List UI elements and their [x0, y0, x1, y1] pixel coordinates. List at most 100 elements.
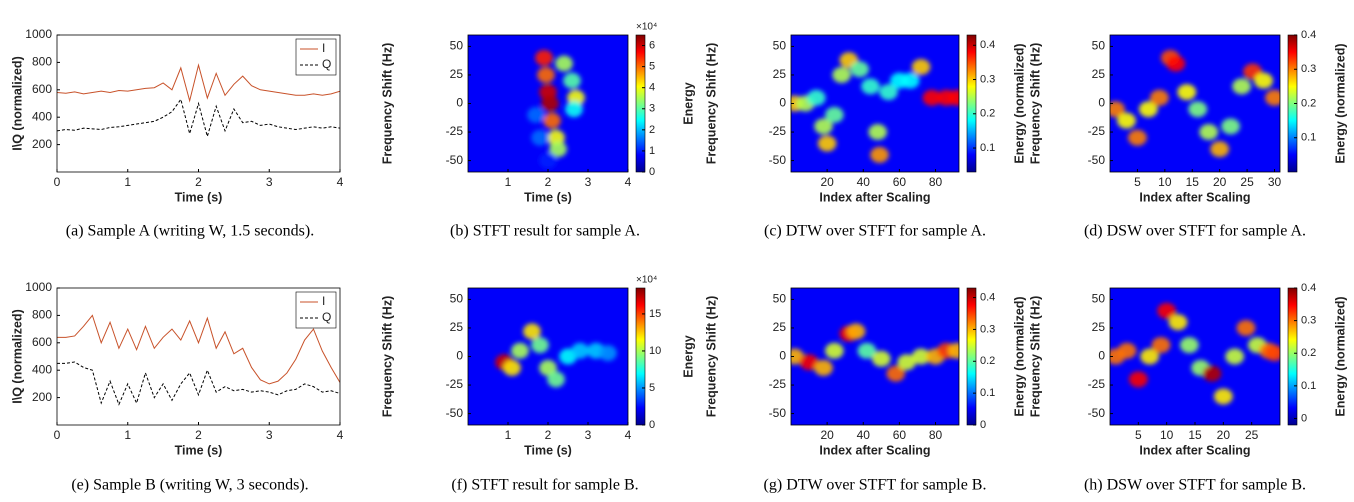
x-tick-label: 3 — [266, 428, 273, 442]
colorbar-tick-label: 0.4 — [1301, 29, 1316, 41]
colorbar — [1287, 287, 1298, 426]
x-tick-label: 4 — [625, 175, 632, 189]
colorbar-tick-label: 0.1 — [1301, 380, 1316, 392]
heatmap-cell — [825, 342, 844, 359]
series-line — [57, 63, 340, 103]
heatmap-cell — [814, 118, 833, 135]
y-tick-label: 0 — [1098, 96, 1105, 110]
colorbar-tick-label: 0 — [649, 166, 655, 178]
heatmap-cell — [539, 152, 557, 169]
colorbar — [966, 34, 977, 173]
y-tick-label: -50 — [769, 406, 787, 420]
heatmap-cell — [814, 359, 833, 376]
y-tick-label: 50 — [450, 292, 464, 306]
heatmap-cell — [1179, 337, 1199, 354]
colorbar-label: Energy (normalized) — [1012, 296, 1026, 416]
colorbar-label: Energy — [681, 335, 695, 377]
caption: (e) Sample B (writing W, 3 seconds). — [71, 477, 308, 494]
colorbar-tick-label: 0.3 — [980, 323, 995, 335]
colorbar-tick-label: 3 — [649, 103, 655, 115]
y-tick-label: 1000 — [25, 280, 52, 294]
y-tick-label: 25 — [773, 67, 787, 81]
heatmap-cells — [1110, 302, 1280, 405]
y-tick-label: 200 — [32, 137, 52, 151]
heatmap-cell — [1117, 342, 1137, 359]
heatmap-cell — [861, 78, 880, 95]
caption: (c) DTW over STFT for sample A. — [764, 223, 986, 240]
y-tick-label: -50 — [1088, 406, 1106, 420]
y-tick-label: -50 — [769, 153, 787, 167]
series-line — [57, 314, 340, 385]
heatmap-cell — [1168, 314, 1188, 331]
heatmap-cell — [531, 129, 549, 146]
colorbar-tick-label: 0.3 — [1301, 63, 1316, 75]
colorbar-tick-label: 0.1 — [980, 142, 995, 154]
x-tick-label: 25 — [1245, 428, 1259, 442]
heatmap-cell — [799, 354, 819, 371]
heatmap-cell — [850, 61, 869, 78]
x-axis-label: Time (s) — [524, 443, 572, 457]
y-tick-label: -25 — [1088, 377, 1106, 391]
heatmap-cell — [531, 337, 549, 354]
heatmap-cell — [1236, 319, 1256, 336]
heatmap-cell — [1188, 101, 1208, 118]
heatmap-cell — [1140, 348, 1160, 365]
x-tick-label: 3 — [585, 175, 592, 189]
x-tick-label: 3 — [585, 428, 592, 442]
x-axis-label: Index after Scaling — [1139, 190, 1250, 204]
heatmap-cell — [817, 135, 837, 152]
heatmap-cell — [565, 101, 583, 118]
heatmap-cell — [1213, 388, 1233, 405]
colorbar-tick-label: 2 — [649, 124, 655, 136]
y-tick-label: -50 — [446, 406, 464, 420]
colorbar-tick-label: 0.1 — [980, 387, 995, 399]
x-axis-label: Time (s) — [175, 190, 223, 204]
heatmap-cell — [1254, 72, 1273, 89]
colorbar-exponent: ×10⁴ — [636, 275, 657, 286]
heatmap-cell — [1138, 101, 1158, 118]
y-tick-label: 25 — [1092, 320, 1106, 334]
heatmap-cells — [527, 49, 585, 169]
colorbar-label: Energy (normalized) — [1333, 43, 1347, 163]
heatmap-cell — [1128, 371, 1148, 388]
y-axis-label: Frequency Shift (Hz) — [704, 43, 718, 165]
colorbar-tick-label: 0.3 — [1301, 315, 1316, 327]
heatmap-cell — [1117, 112, 1136, 129]
lines — [57, 63, 340, 139]
x-tick-label: 40 — [857, 428, 871, 442]
y-tick-label: 50 — [1092, 39, 1106, 53]
colorbar-tick-label: 5 — [649, 61, 655, 73]
x-tick-label: 15 — [1188, 428, 1202, 442]
heatmap-cell — [922, 89, 942, 106]
heatmap-cell — [947, 342, 959, 359]
heatmap-cell — [1151, 337, 1171, 354]
y-tick-label: 0 — [456, 96, 463, 110]
heatmap-background — [1110, 288, 1280, 425]
y-tick-label: 400 — [32, 109, 52, 123]
x-tick-label: 4 — [337, 428, 344, 442]
x-tick-label: 60 — [893, 428, 907, 442]
heatmap-cell — [870, 146, 889, 163]
y-axis-label: Frequency Shift (Hz) — [380, 296, 394, 418]
x-tick-label: 0 — [54, 175, 61, 189]
legend-box — [295, 38, 337, 76]
caption: (h) DSW over STFT for sample B. — [1084, 477, 1306, 494]
y-axis-label: I\Q (normalized) — [10, 56, 24, 150]
legend-label: I — [322, 294, 325, 308]
colorbar-tick-label: 0 — [1301, 412, 1307, 424]
x-tick-label: 40 — [857, 175, 871, 189]
y-tick-label: 25 — [1092, 67, 1106, 81]
heatmap-cell — [886, 365, 906, 382]
x-tick-label: 5 — [1135, 428, 1142, 442]
heatmap-cell — [1225, 348, 1245, 365]
y-tick-label: -25 — [769, 124, 787, 138]
y-tick-label: -25 — [446, 124, 464, 138]
colorbar-tick-label: 0.2 — [980, 355, 995, 367]
y-tick-label: 200 — [32, 390, 52, 404]
heatmap-cell — [1127, 129, 1147, 146]
colorbar-tick-label: 0 — [980, 419, 986, 431]
series-line — [57, 361, 340, 406]
x-axis-label: Index after Scaling — [819, 190, 930, 204]
x-tick-label: 30 — [1268, 175, 1282, 189]
y-axis-label: Frequency Shift (Hz) — [1028, 43, 1042, 165]
